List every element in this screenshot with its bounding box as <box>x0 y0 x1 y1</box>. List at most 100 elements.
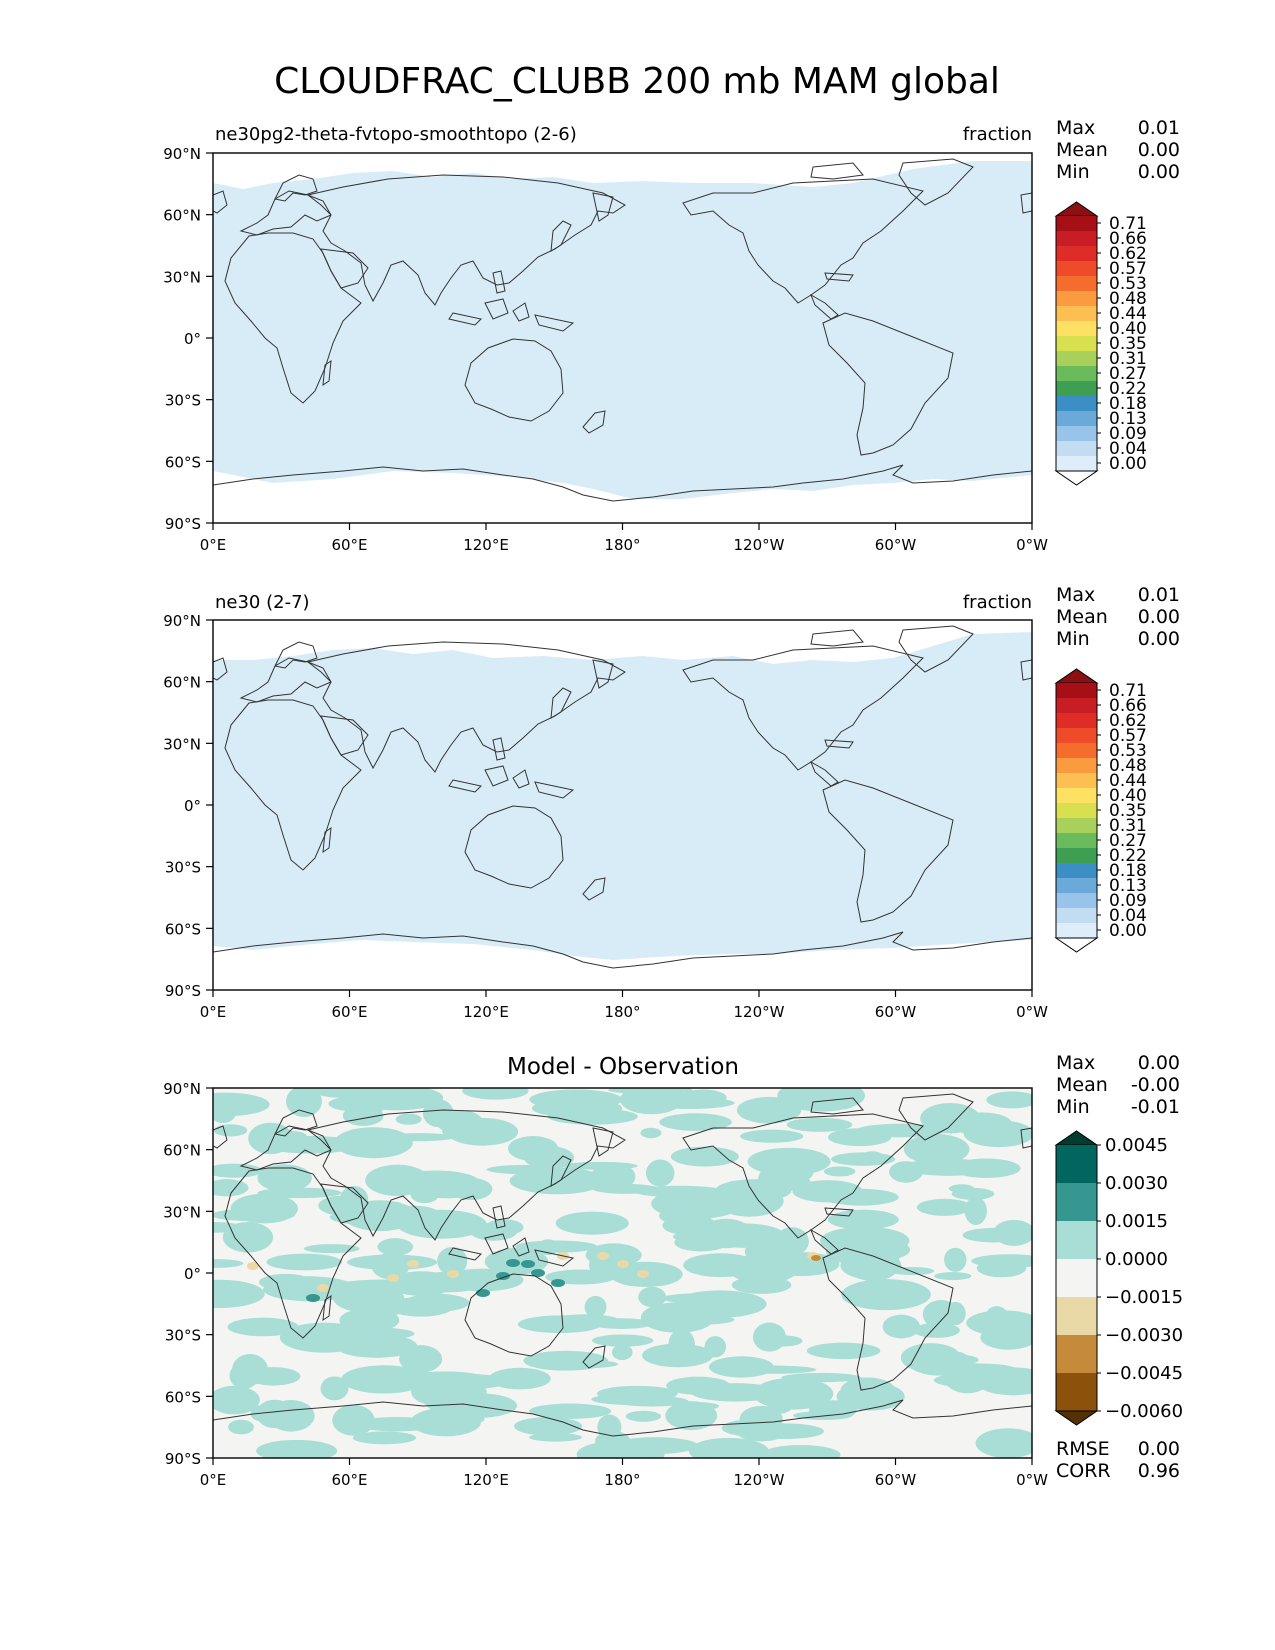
stat-max-value: 0.01 <box>1138 117 1180 139</box>
stat-max-value: 0.00 <box>1138 1052 1180 1074</box>
stat-min-value: 0.00 <box>1138 161 1180 183</box>
diff-positive-region <box>841 1279 931 1311</box>
lon-tick-label: 60°W <box>875 1003 917 1021</box>
colorbar-tick-label: 0.18 <box>1109 861 1147 881</box>
colorbar-segment <box>1056 863 1097 878</box>
diff-positive-region <box>944 1247 967 1272</box>
diff-positive-region <box>377 1238 414 1256</box>
panel-2-stats: Max 0.01 Mean 0.00 Min 0.00 <box>1056 584 1180 650</box>
diff-positive-region <box>256 1399 294 1429</box>
diff-positive-region <box>683 1253 759 1278</box>
panel-2-colorbar: 0.710.660.620.570.530.480.440.400.350.31… <box>1054 668 1147 953</box>
diff-positive-region <box>257 1187 342 1199</box>
diff-strong-positive-region <box>306 1294 320 1302</box>
lat-tick-label: 90°S <box>165 982 201 1000</box>
diff-positive-region <box>625 1410 662 1422</box>
colorbar-segment <box>1056 1297 1097 1335</box>
colorbar-segment <box>1056 321 1097 336</box>
diff-positive-region <box>806 1342 881 1360</box>
diff-strong-positive-region <box>476 1289 490 1297</box>
colorbar-segment <box>1056 683 1097 698</box>
panel-2-lon-axis: 0°E 60°E 120°E 180° 120°W 60°W 0°W <box>200 990 1048 1021</box>
diff-positive-region <box>547 1108 638 1125</box>
lat-tick-label: 90°N <box>163 1080 201 1098</box>
lat-tick-label: 30°S <box>165 392 201 410</box>
diff-positive-region <box>228 1419 254 1435</box>
lat-tick-label: 30°N <box>163 735 201 753</box>
diff-positive-region <box>309 1338 398 1350</box>
diff-positive-region <box>708 1356 774 1378</box>
stat-mean-value: -0.00 <box>1131 1074 1180 1096</box>
colorbar-segment <box>1056 923 1097 938</box>
stat-corr-label: CORR <box>1056 1460 1111 1482</box>
colorbar-segment <box>1056 291 1097 306</box>
panel-1-colorbar: 0.710.660.620.570.530.480.440.400.350.31… <box>1054 201 1147 486</box>
panel-1-title: ne30pg2-theta-fvtopo-smoothtopo (2-6) <box>215 124 577 145</box>
colorbar-tick-label: 0.13 <box>1109 876 1147 896</box>
diff-positive-region <box>900 1343 961 1373</box>
colorbar-segment <box>1056 216 1097 231</box>
panel-1-map <box>213 153 1032 523</box>
colorbar-tick-label: 0.48 <box>1109 756 1147 776</box>
colorbar-tick-label: 0.35 <box>1109 334 1147 354</box>
lat-tick-label: 60°N <box>163 1142 201 1160</box>
colorbar-segment <box>1056 758 1097 773</box>
diff-positive-region <box>912 1322 960 1338</box>
colorbar-tick-label: 0.71 <box>1109 214 1147 234</box>
panel-3-title: Model - Observation <box>507 1054 739 1080</box>
diff-positive-region <box>638 1286 667 1308</box>
lon-tick-label: 120°E <box>463 1003 509 1021</box>
diff-positive-region <box>975 1428 1032 1458</box>
colorbar-segment <box>1056 698 1097 713</box>
diff-positive-region <box>933 1372 1024 1389</box>
colorbar-tick-label: 0.62 <box>1109 711 1147 731</box>
colorbar-segment <box>1056 908 1097 923</box>
diff-positive-region <box>976 1258 1027 1278</box>
diff-positive-region <box>410 1186 439 1204</box>
panel-1-lat-axis: 90°N 60°N 30°N 0° 30°S 60°S 90°S <box>163 145 213 533</box>
lat-tick-label: 60°S <box>165 453 201 471</box>
diff-positive-region <box>964 1196 987 1226</box>
diff-positive-region <box>740 1099 777 1117</box>
diff-positive-region <box>213 1258 244 1268</box>
diff-negative-region <box>247 1262 259 1270</box>
diff-positive-region <box>286 1088 322 1118</box>
panel-2-map <box>213 620 1032 990</box>
colorbar-tick-label: 0.66 <box>1109 696 1147 716</box>
colorbar-tick-label: 0.31 <box>1109 349 1147 369</box>
diff-positive-region <box>529 1089 623 1110</box>
diff-positive-region <box>213 1222 243 1233</box>
diff-negative-region <box>617 1260 629 1268</box>
diff-positive-region <box>339 1279 431 1289</box>
diff-positive-region <box>227 1317 299 1337</box>
diff-positive-region <box>951 1112 1013 1136</box>
colorbar-tick-label: 0.00 <box>1109 454 1147 474</box>
colorbar-tick-label: 0.00 <box>1109 921 1147 941</box>
lat-tick-label: 60°N <box>163 207 201 225</box>
stat-min-value: 0.00 <box>1138 628 1180 650</box>
colorbar-segment <box>1056 833 1097 848</box>
panel-2-units: fraction <box>963 592 1032 613</box>
panel-3-lon-axis: 0°E 60°E 120°E 180° 120°W 60°W 0°W <box>200 1458 1048 1489</box>
diff-positive-region <box>836 1382 905 1411</box>
panel-model-b: ne30 (2-7) fraction 90°N 60°N 30°N 0° 30°S 60… <box>163 584 1180 1021</box>
lon-tick-label: 0°E <box>200 1471 227 1489</box>
colorbar-segment <box>1056 456 1097 471</box>
lon-tick-label: 60°E <box>331 1003 367 1021</box>
colorbar-tick-label: 0.53 <box>1109 741 1147 761</box>
diff-positive-region <box>446 1117 519 1146</box>
diff-positive-region <box>792 1180 863 1203</box>
lon-tick-label: 180° <box>604 536 640 554</box>
lat-tick-label: 30°S <box>165 1327 201 1345</box>
colorbar-tick-label: 0.35 <box>1109 801 1147 821</box>
diff-positive-region <box>257 1164 312 1192</box>
colorbar-segment <box>1056 1335 1097 1373</box>
diff-positive-region <box>859 1151 885 1165</box>
diff-positive-region <box>424 1390 453 1411</box>
panel-2-lat-axis: 90°N 60°N 30°N 0° 30°S 60°S 90°S <box>163 612 213 1000</box>
colorbar-under-triangle <box>1054 937 1099 953</box>
diff-strong-positive-region <box>506 1259 520 1267</box>
lon-tick-label: 60°W <box>875 536 917 554</box>
colorbar-over-triangle <box>1054 668 1099 684</box>
diff-positive-region <box>555 1211 629 1235</box>
